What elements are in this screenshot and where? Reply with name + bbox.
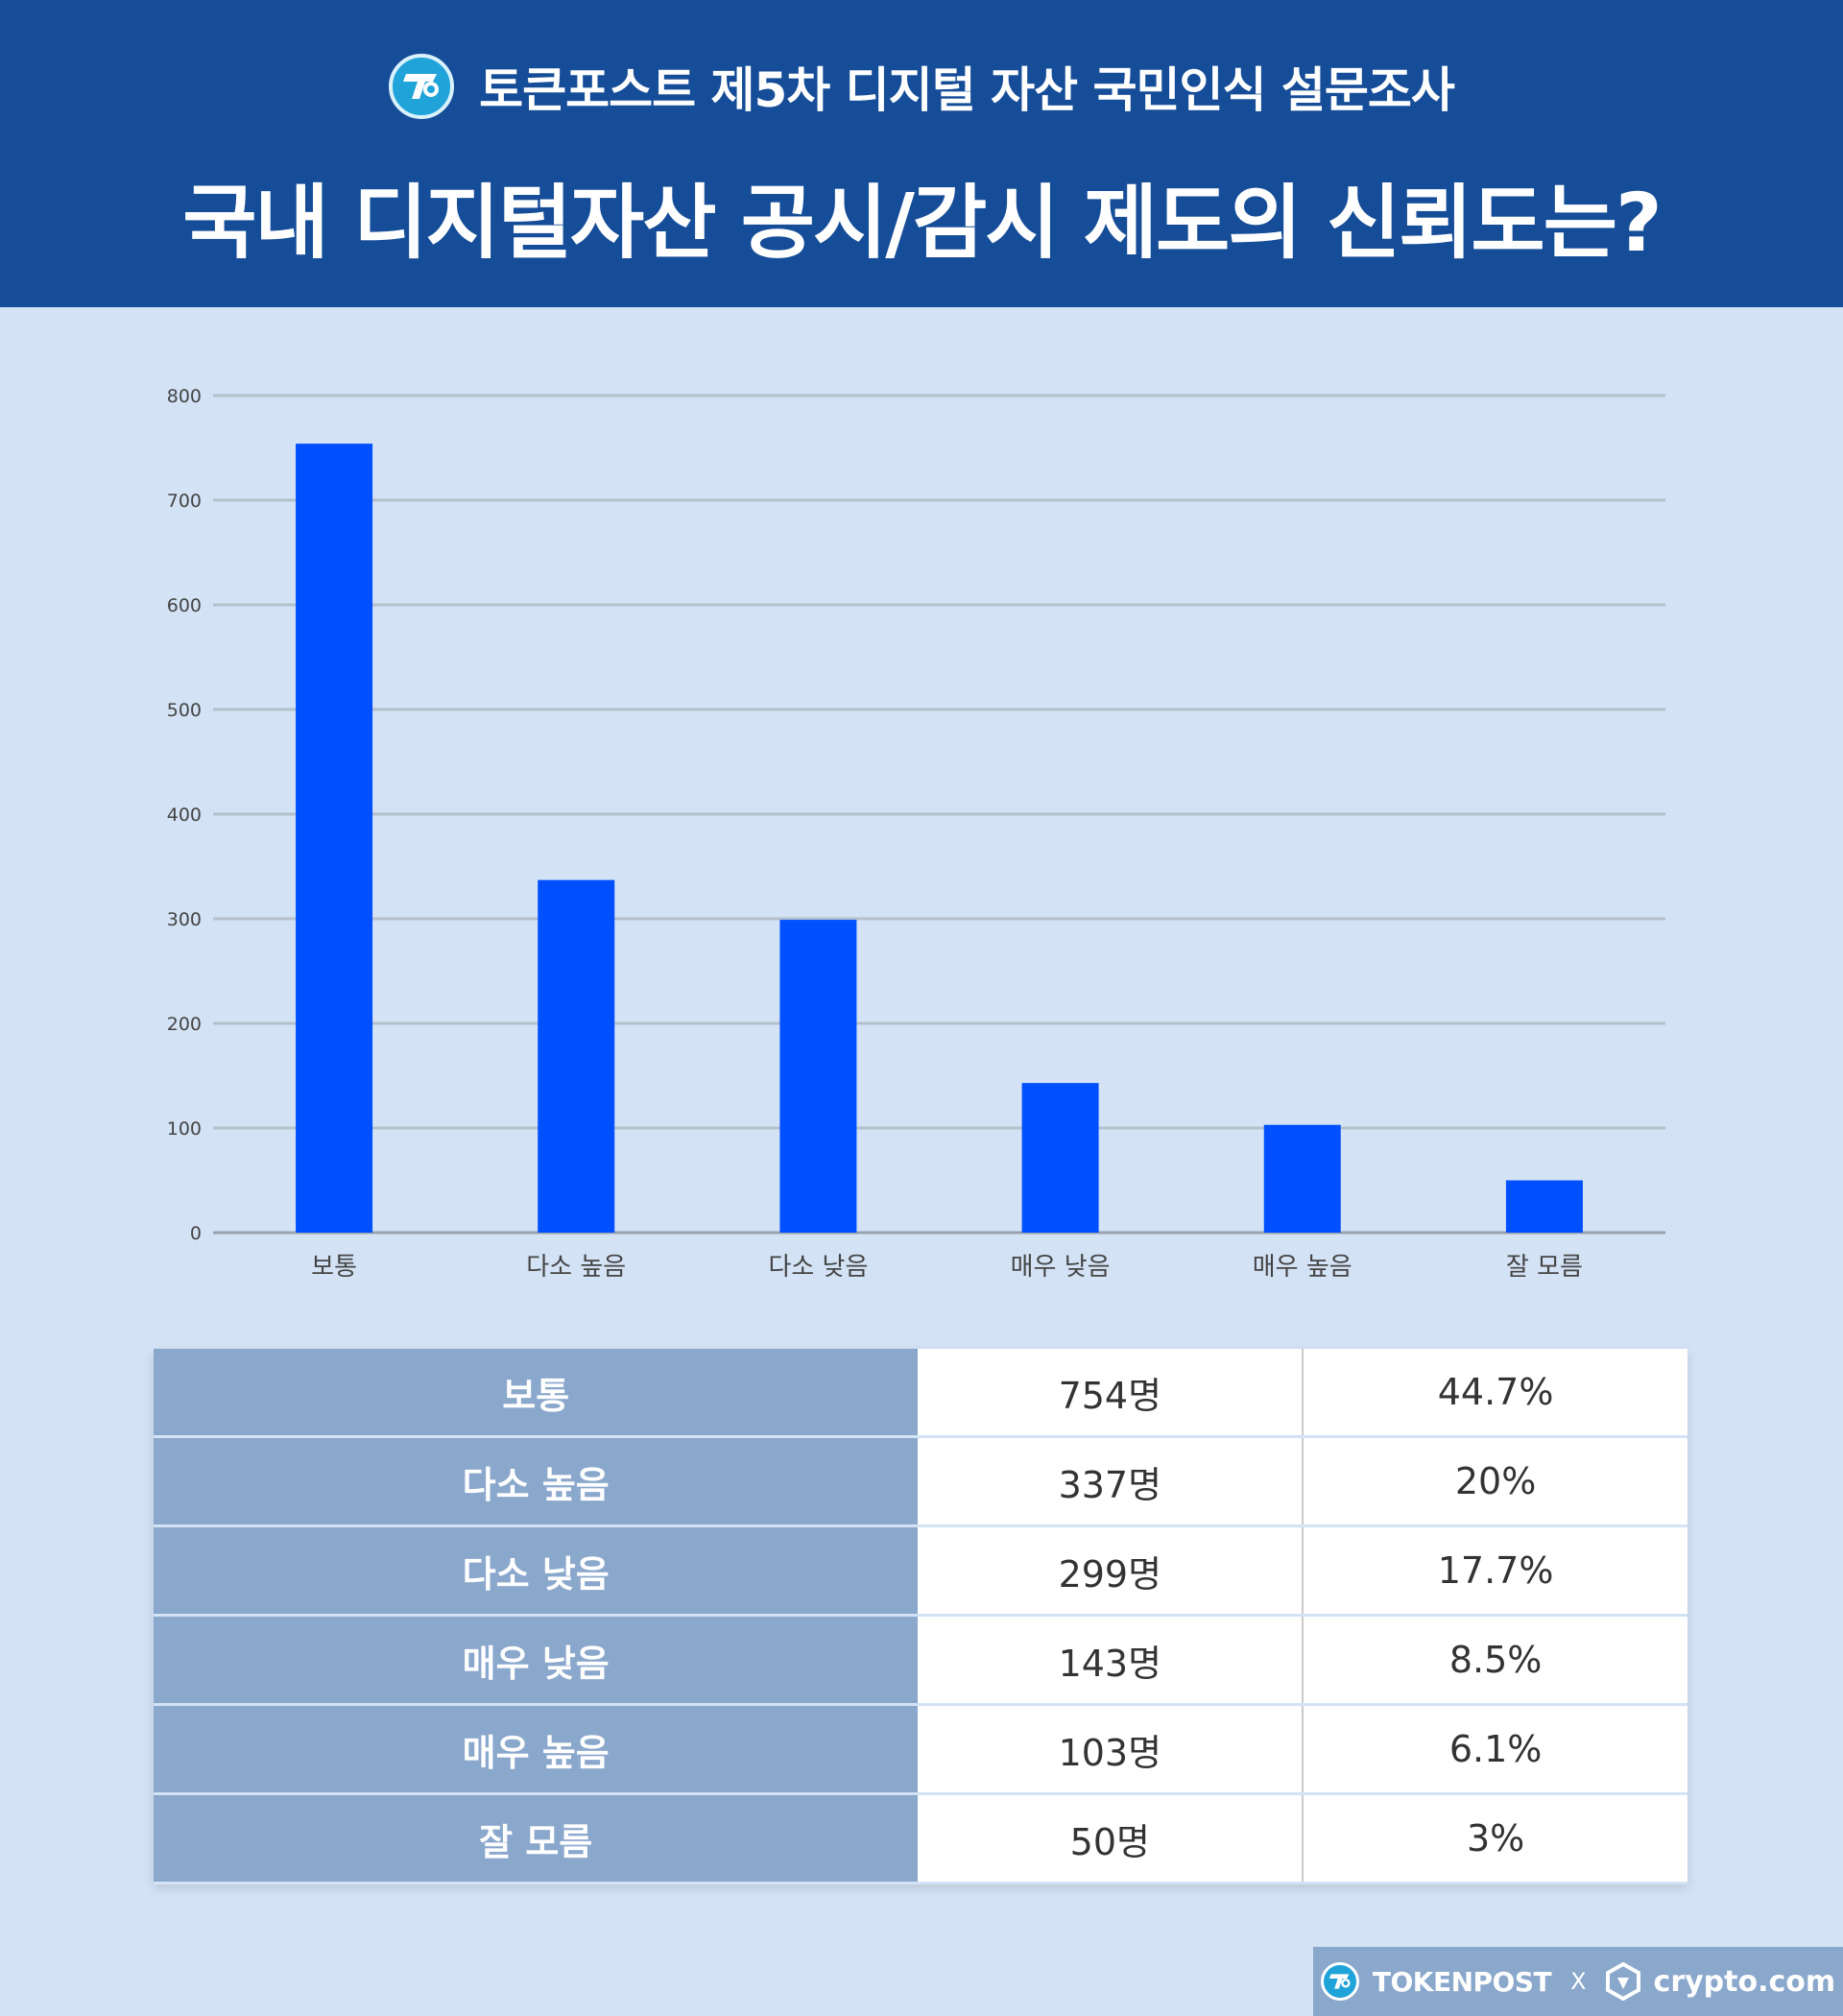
y-tick-label: 0 xyxy=(190,1223,202,1244)
row-label: 다소 낮음 xyxy=(154,1525,919,1617)
brand-separator: X xyxy=(1570,1968,1587,1995)
x-axis-ticks: 보통 다소 높음 다소 낮음 매우 낮음 매우 높음 잘 모름 xyxy=(311,1253,1583,1282)
table-row: 매우 낮음 143명 8.5% xyxy=(154,1615,1687,1706)
tokenpost-logo-icon xyxy=(389,54,455,119)
row-label: 매우 낮음 xyxy=(154,1615,919,1706)
crypto-com-logo-icon xyxy=(1605,1962,1640,2001)
y-tick-label: 300 xyxy=(167,909,202,930)
row-percent: 44.7% xyxy=(1303,1349,1687,1438)
row-label: 매우 높음 xyxy=(154,1704,919,1795)
row-percent: 3% xyxy=(1303,1793,1687,1884)
footer-brand-bar: TOKENPOST X crypto.com xyxy=(1313,1947,1843,2016)
bar xyxy=(538,879,615,1233)
row-percent: 20% xyxy=(1303,1436,1687,1527)
x-tick-label: 보통 xyxy=(311,1253,357,1282)
tokenpost-logo-icon xyxy=(1320,1962,1359,2001)
x-tick-label: 다소 높음 xyxy=(526,1253,626,1282)
tokenpost-brand: TOKENPOST xyxy=(1372,1965,1552,1998)
table-row: 매우 높음 103명 6.1% xyxy=(154,1704,1687,1795)
survey-subtitle: 토큰포스트 제5차 디지털 자산 국민인식 설문조사 xyxy=(479,62,1455,118)
x-tick-label: 매우 낮음 xyxy=(1011,1253,1111,1282)
row-percent: 6.1% xyxy=(1303,1704,1687,1795)
y-tick-label: 400 xyxy=(167,804,202,826)
row-percent: 8.5% xyxy=(1303,1615,1687,1706)
row-count: 103명 xyxy=(918,1704,1304,1795)
page-title: 국내 디지털자산 공시/감시 제도의 신뢰도는? xyxy=(182,176,1662,270)
row-label: 보통 xyxy=(154,1349,919,1438)
bar xyxy=(779,920,857,1233)
row-count: 299명 xyxy=(918,1525,1304,1617)
y-tick-label: 800 xyxy=(167,386,202,407)
x-tick-label: 잘 모름 xyxy=(1506,1253,1583,1282)
table-row: 잘 모름 50명 3% xyxy=(154,1793,1687,1884)
bar xyxy=(296,444,373,1233)
table-row: 다소 낮음 299명 17.7% xyxy=(154,1525,1687,1617)
row-label: 잘 모름 xyxy=(154,1793,919,1884)
bar-chart: 0 100 200 300 400 500 600 700 800 보통 다소 높음 다소 낮음 매우… xyxy=(167,386,1665,1282)
bar xyxy=(1021,1083,1099,1233)
y-tick-label: 700 xyxy=(167,491,202,512)
header: 토큰포스트 제5차 디지털 자산 국민인식 설문조사 국내 디지털자산 공시/감… xyxy=(0,0,1843,307)
table-row: 다소 높음 337명 20% xyxy=(154,1436,1687,1527)
y-tick-label: 500 xyxy=(167,700,202,721)
x-tick-label: 다소 낮음 xyxy=(768,1253,868,1282)
subtitle-row: 토큰포스트 제5차 디지털 자산 국민인식 설문조사 xyxy=(0,48,1843,125)
row-label: 다소 높음 xyxy=(154,1436,919,1527)
row-percent: 17.7% xyxy=(1303,1525,1687,1617)
table-row: 보통 754명 44.7% xyxy=(154,1349,1687,1438)
chart-grid xyxy=(213,394,1665,1235)
row-count: 50명 xyxy=(918,1793,1304,1884)
x-tick-label: 매우 높음 xyxy=(1253,1253,1352,1282)
crypto-com-brand: crypto.com xyxy=(1653,1964,1836,1999)
y-tick-label: 200 xyxy=(167,1014,202,1035)
y-tick-label: 100 xyxy=(167,1118,202,1140)
row-count: 337명 xyxy=(918,1436,1304,1527)
bar xyxy=(1505,1180,1583,1233)
results-table: 보통 754명 44.7% 다소 높음 337명 20% 다소 낮음 299명 … xyxy=(154,1349,1687,1884)
bar xyxy=(1263,1124,1341,1233)
y-axis-ticks: 0 100 200 300 400 500 600 700 800 xyxy=(167,386,202,1244)
y-tick-label: 600 xyxy=(167,595,202,616)
row-count: 754명 xyxy=(918,1349,1304,1438)
row-count: 143명 xyxy=(918,1615,1304,1706)
chart-bars xyxy=(296,444,1583,1233)
